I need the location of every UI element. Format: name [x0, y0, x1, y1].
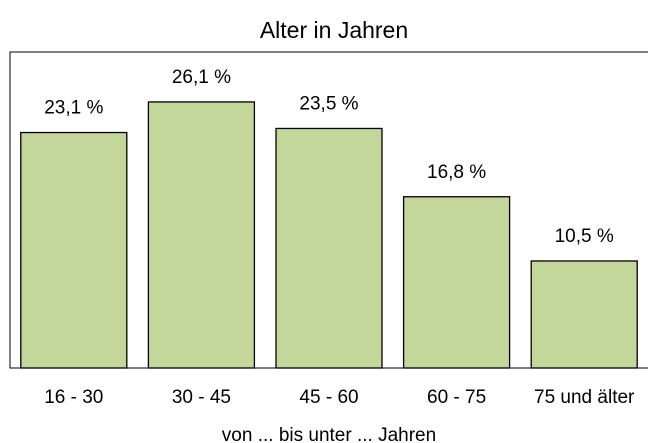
bar [530, 260, 638, 369]
data-label: 26,1 % [172, 67, 231, 88]
x-tick-label: 45 - 60 [299, 387, 358, 408]
bar [275, 127, 383, 369]
bar [147, 101, 256, 369]
data-label: 23,1 % [44, 98, 103, 119]
bar [20, 131, 128, 369]
x-tick-label: 16 - 30 [44, 387, 103, 408]
data-label: 10,5 % [555, 226, 614, 247]
bar [402, 196, 511, 369]
x-axis-label: von ... bis unter ... Jahren [222, 425, 436, 443]
x-tick-label: 30 - 45 [172, 387, 231, 408]
x-tick-label: 60 - 75 [427, 387, 486, 408]
x-tick-label: 75 und älter [534, 387, 635, 408]
data-label: 23,5 % [299, 93, 358, 114]
data-label: 16,8 % [427, 162, 486, 183]
chart-title: Alter in Jahren [260, 17, 408, 43]
